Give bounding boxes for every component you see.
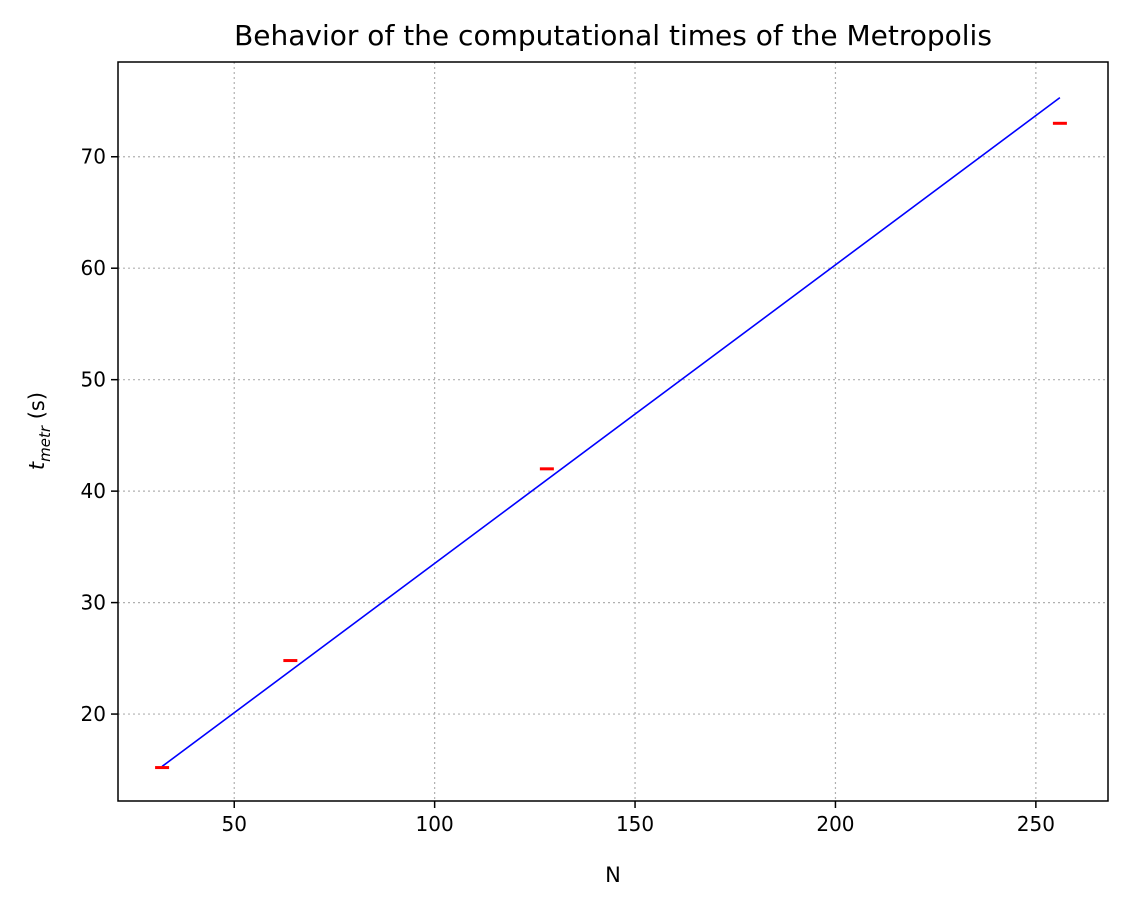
y-axis-label-subscript: metr [36,425,54,462]
y-axis-label: tmetr (s) [25,392,54,470]
x-tick-label: 150 [616,812,654,836]
grid [118,62,1108,801]
y-axis-label-unit: (s) [25,392,49,426]
y-tick-label: 60 [81,256,106,280]
y-tick-label: 70 [81,145,106,169]
x-tick-label: 250 [1017,812,1055,836]
y-tick-label: 50 [81,368,106,392]
fit-line-series [161,97,1061,768]
chart-title: Behavior of the computational times of t… [234,19,992,52]
y-axis: 20 30 40 50 60 70 [81,145,118,726]
x-axis: 50 100 150 200 250 [222,801,1055,836]
x-tick-label: 200 [816,812,854,836]
plot-frame [117,61,1109,802]
fit-line [161,97,1061,768]
x-axis-label: N [605,863,621,887]
y-tick-label: 40 [81,479,106,503]
y-tick-label: 30 [81,591,106,615]
x-tick-label: 100 [416,812,454,836]
x-tick-label: 50 [222,812,247,836]
y-axis-label-base: t [25,461,49,470]
y-tick-label: 20 [81,702,106,726]
measurement-series [155,121,1067,770]
